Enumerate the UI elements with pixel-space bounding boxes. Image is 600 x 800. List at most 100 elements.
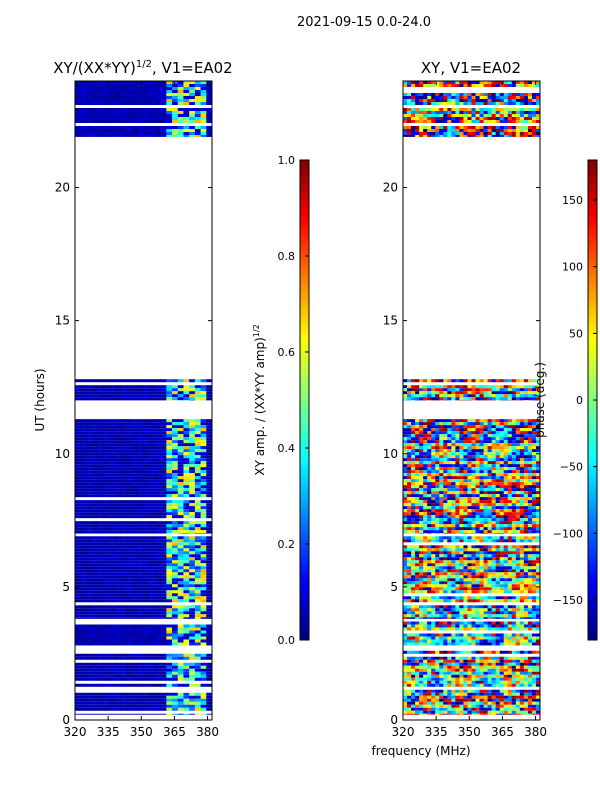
heatmap-cell xyxy=(455,701,460,705)
heatmap-cell xyxy=(411,539,416,543)
heatmap-cell xyxy=(80,593,87,597)
heatmap-cell xyxy=(523,617,529,619)
heatmap-cell xyxy=(166,662,173,666)
heatmap-cell xyxy=(97,117,104,120)
heatmap-cell xyxy=(80,677,87,681)
heatmap-cell xyxy=(177,563,184,567)
heatmap-cell xyxy=(154,557,162,561)
heatmap-cell xyxy=(206,636,213,640)
heatmap-cell xyxy=(160,434,167,438)
heatmap-cell xyxy=(172,114,179,117)
heatmap-cell xyxy=(451,665,456,669)
heatmap-cell xyxy=(411,428,416,432)
heatmap-cell xyxy=(206,671,213,675)
heatmap-cell xyxy=(495,560,501,564)
heatmap-cell xyxy=(189,584,196,588)
heatmap-cell xyxy=(200,491,207,495)
heatmap-cell xyxy=(160,563,167,567)
heatmap-cell xyxy=(137,584,144,588)
heatmap-cell xyxy=(403,560,408,564)
heatmap-cell xyxy=(515,674,521,678)
heatmap-cell xyxy=(149,636,156,640)
heatmap-cell xyxy=(86,93,93,96)
heatmap-cell xyxy=(92,117,99,120)
heatmap-cell xyxy=(531,710,537,714)
heatmap-cell xyxy=(172,627,179,631)
heatmap-cell xyxy=(495,596,501,600)
heatmap-cell xyxy=(415,698,420,702)
heatmap-cell xyxy=(447,611,452,615)
heatmap-cell xyxy=(75,692,82,696)
heatmap-cell xyxy=(200,614,207,618)
heatmap-cell xyxy=(459,554,464,558)
heatmap-cell xyxy=(75,617,82,619)
heatmap-cell xyxy=(511,554,517,558)
heatmap-cell xyxy=(499,419,505,423)
heatmap-cell xyxy=(523,633,529,637)
heatmap-cell xyxy=(206,674,213,678)
heatmap-cell xyxy=(487,452,493,456)
heatmap-cell xyxy=(443,563,448,567)
heatmap-cell xyxy=(511,683,517,687)
heatmap-cell xyxy=(189,461,196,465)
heatmap-cell xyxy=(126,656,133,660)
heatmap-cell xyxy=(435,545,440,549)
heatmap-cell xyxy=(166,608,173,612)
heatmap-cell xyxy=(519,608,525,612)
heatmap-cell xyxy=(499,587,505,591)
heatmap-cell xyxy=(80,379,87,383)
heatmap-cell xyxy=(109,503,116,507)
heatmap-cell xyxy=(439,698,444,702)
heatmap-cell xyxy=(75,639,82,643)
colorbar-swatch xyxy=(300,340,309,346)
heatmap-cell xyxy=(403,599,408,603)
heatmap-cell xyxy=(435,575,440,579)
heatmap-cell xyxy=(483,695,489,699)
heatmap-cell xyxy=(80,458,87,462)
heatmap-cell xyxy=(471,650,476,654)
heatmap-cell xyxy=(423,554,428,558)
heatmap-cell xyxy=(194,624,201,628)
heatmap-cell xyxy=(126,479,133,483)
heatmap-cell xyxy=(92,96,99,99)
heatmap-cell xyxy=(86,506,93,510)
heatmap-cell xyxy=(431,680,436,684)
heatmap-cell xyxy=(415,701,420,705)
heatmap-cell xyxy=(86,120,93,123)
heatmap-cell xyxy=(423,677,428,681)
heatmap-cell xyxy=(92,569,99,573)
heatmap-cell xyxy=(439,566,444,570)
heatmap-cell xyxy=(166,391,173,395)
heatmap-cell xyxy=(126,108,133,111)
heatmap-cell xyxy=(475,713,480,715)
heatmap-cell xyxy=(415,639,420,643)
heatmap-cell xyxy=(479,656,484,660)
heatmap-cell xyxy=(523,581,529,585)
heatmap-cell xyxy=(427,545,432,549)
heatmap-cell xyxy=(92,542,99,546)
heatmap-cell xyxy=(177,578,184,582)
heatmap-cell xyxy=(114,527,122,531)
heatmap-cell xyxy=(495,419,501,423)
heatmap-cell xyxy=(172,108,179,111)
heatmap-cell xyxy=(403,605,408,609)
heatmap-cell xyxy=(189,443,196,447)
heatmap-cell xyxy=(114,379,122,383)
heatmap-cell xyxy=(535,624,541,628)
heatmap-cell xyxy=(499,422,505,426)
heatmap-cell xyxy=(120,704,127,708)
heatmap-cell xyxy=(487,656,493,660)
heatmap-cell xyxy=(475,674,480,678)
heatmap-cell xyxy=(160,590,167,594)
heatmap-cell xyxy=(475,621,480,625)
heatmap-cell xyxy=(149,539,156,543)
heatmap-cell xyxy=(471,536,476,540)
heatmap-cell xyxy=(137,102,144,105)
heatmap-cell xyxy=(97,473,104,477)
heatmap-cell xyxy=(415,677,420,681)
heatmap-cell xyxy=(143,99,150,102)
heatmap-cell xyxy=(86,563,93,567)
heatmap-cell xyxy=(471,590,476,594)
heatmap-cell xyxy=(435,659,440,663)
heatmap-cell xyxy=(194,99,201,102)
